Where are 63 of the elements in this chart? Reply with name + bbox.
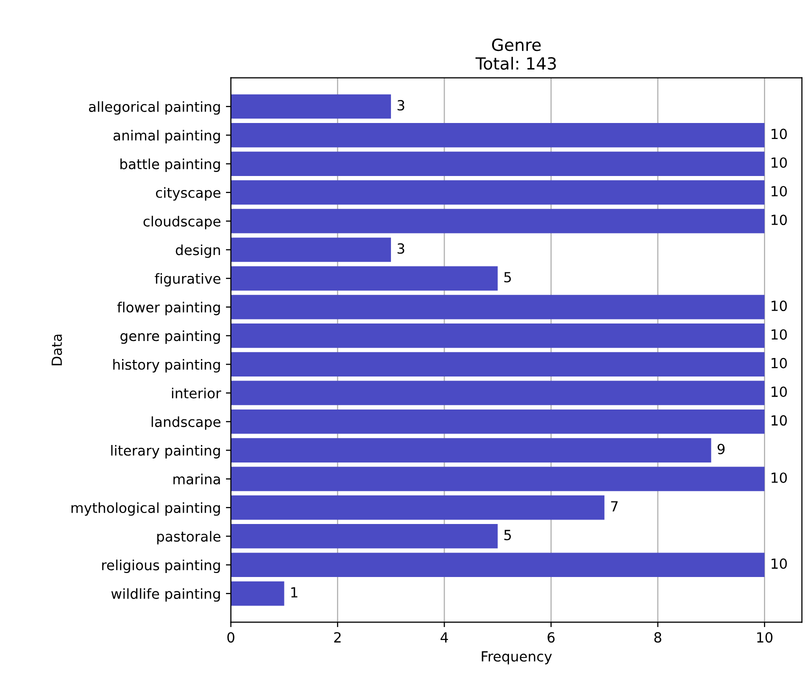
data-label: 3	[398, 100, 404, 111]
bar	[230, 94, 391, 119]
y-tick-label: wildlife painting	[111, 588, 220, 602]
x-tick-label: 10	[757, 632, 772, 643]
data-label: 10	[772, 415, 787, 426]
data-label: 10	[772, 300, 787, 312]
bar	[230, 238, 391, 262]
x-tick-label: 4	[440, 632, 448, 642]
data-label: 9	[718, 444, 725, 454]
y-tick-label: figurative	[154, 273, 220, 287]
y-tick-label: genre painting	[120, 330, 220, 344]
bar	[230, 524, 498, 548]
y-tick-label: landscape	[152, 416, 220, 430]
bar	[230, 266, 498, 291]
bar	[230, 208, 765, 234]
bar	[230, 438, 712, 462]
x-tick-label: 8	[654, 632, 662, 643]
x-tick-label: 0	[227, 632, 234, 643]
y-tick-label: religious painting	[102, 560, 220, 574]
bar	[230, 180, 765, 205]
y-tick-label: history painting	[113, 359, 220, 372]
data-label: 1	[291, 587, 298, 598]
bar	[230, 324, 765, 348]
y-tick-label: animal painting	[114, 130, 220, 144]
bar	[230, 466, 765, 492]
x-tick-label: 2	[334, 632, 341, 642]
y-tick-label: design	[176, 244, 220, 258]
data-label: 10	[772, 186, 787, 196]
y-tick-label: cityscape	[156, 187, 220, 201]
data-label: 7	[611, 501, 618, 512]
data-label: 3	[398, 243, 404, 254]
bar	[230, 495, 604, 520]
data-label: 10	[772, 214, 787, 226]
x-tick-label: 6	[548, 632, 555, 643]
y-tick-label: cloudscape	[144, 216, 220, 230]
bar	[230, 581, 284, 606]
data-label: 10	[772, 329, 787, 340]
y-tick-label: mythological painting	[72, 502, 220, 516]
y-tick-label: flower painting	[117, 302, 220, 316]
data-label: 10	[772, 386, 787, 398]
y-axis-title: Data	[52, 334, 62, 366]
data-label: 10	[772, 472, 787, 483]
bar	[230, 122, 765, 148]
chart-title: Genre Total: 143	[476, 38, 556, 70]
data-label: 10	[772, 157, 787, 168]
y-tick-label: marina	[173, 474, 220, 484]
y-tick-label: interior	[172, 388, 222, 398]
bar	[230, 294, 765, 320]
bar	[230, 380, 765, 406]
data-label: 10	[772, 558, 787, 569]
y-tick-label: battle painting	[120, 158, 220, 172]
y-tick-label: literary painting	[111, 445, 220, 458]
y-tick-label: allegorical painting	[88, 101, 220, 115]
x-axis-title: Frequency	[482, 651, 552, 664]
data-label: 5	[504, 530, 511, 540]
bar	[230, 409, 765, 434]
data-label: 10	[772, 358, 787, 368]
data-label: 10	[772, 128, 787, 140]
bar	[230, 152, 765, 176]
bar	[230, 552, 765, 578]
y-tick-label: pastorale	[157, 530, 220, 544]
bar	[230, 352, 765, 377]
data-label: 5	[504, 272, 511, 282]
